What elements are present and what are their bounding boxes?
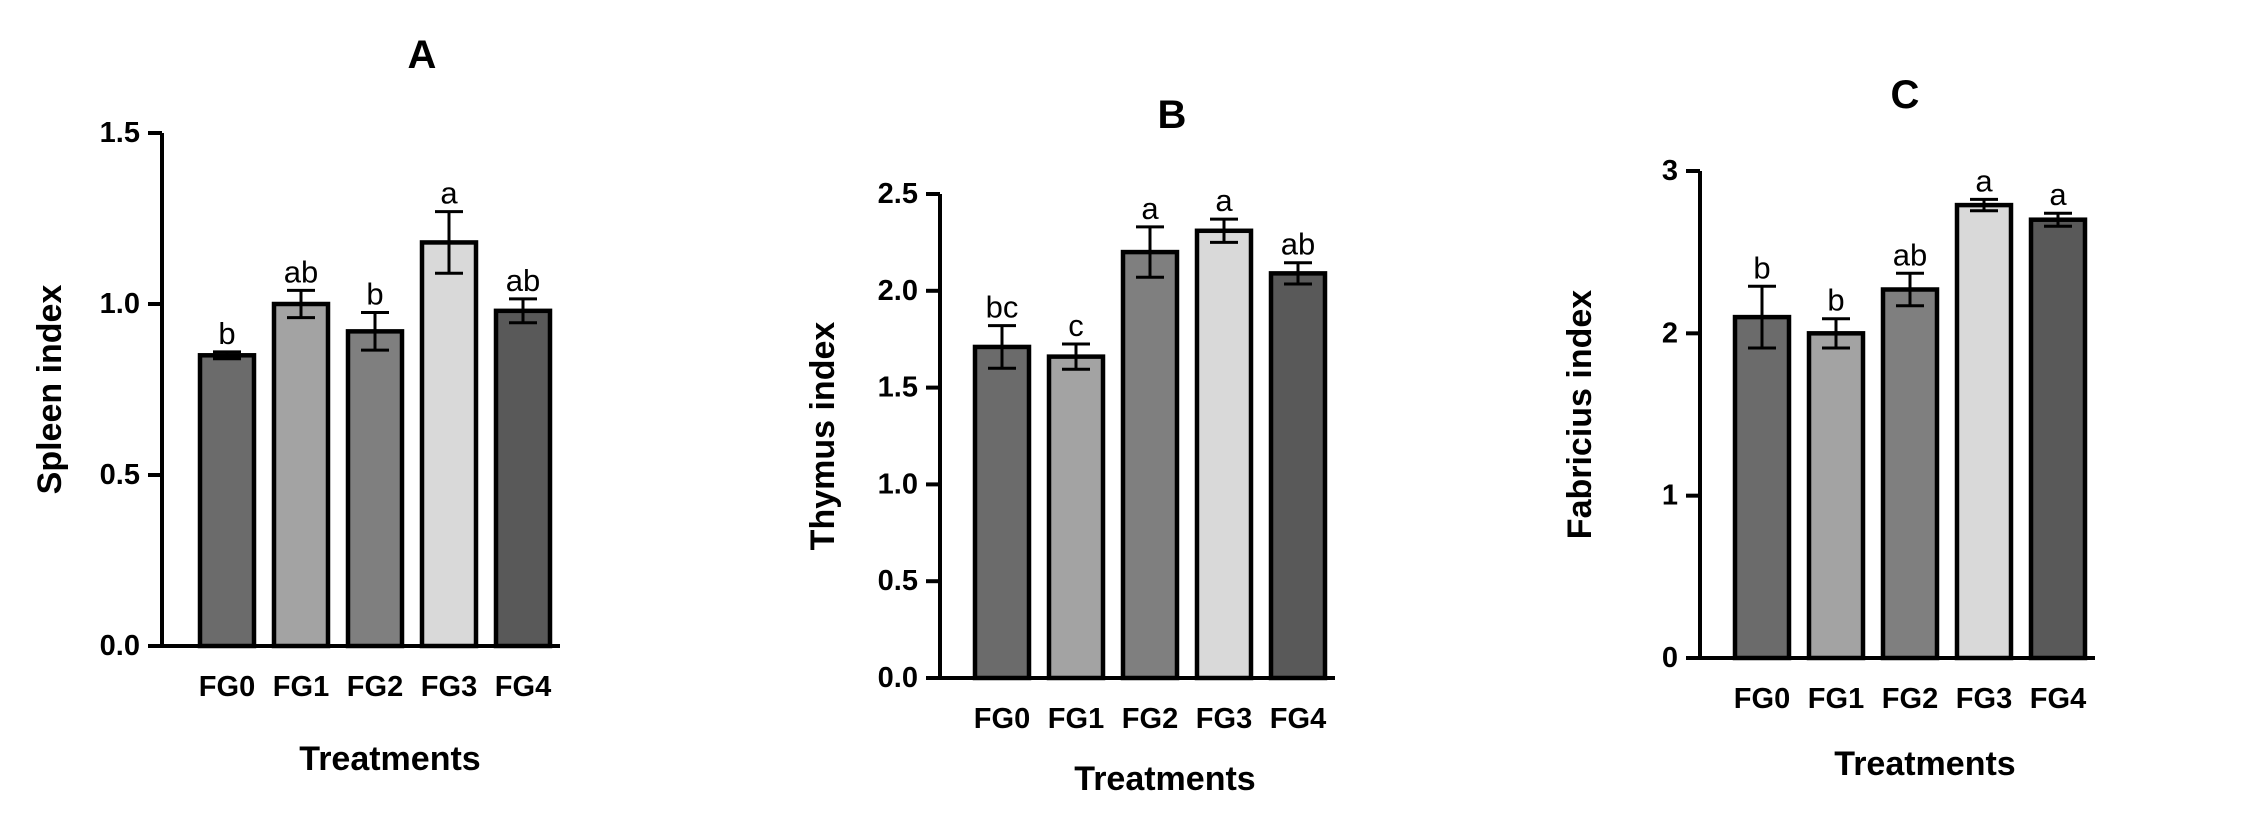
significance-label: c [1068, 308, 1084, 343]
significance-label: b [218, 316, 235, 351]
y-tick-label: 2.5 [878, 178, 918, 210]
chart-title: B [1158, 93, 1187, 137]
bar [271, 301, 331, 649]
significance-label: a [440, 176, 458, 211]
panel-a: A Treatments Spleen index 0.0 0.5 1.0 1.5 b F… [31, 33, 560, 778]
significance-label: ab [1893, 237, 1927, 272]
significance-label: bc [986, 290, 1019, 325]
x-tick-label: FG0 [1734, 683, 1790, 715]
x-axis-title: Treatments [1834, 745, 2015, 783]
bar [2028, 217, 2088, 661]
significance-label: a [1975, 163, 1993, 198]
bar [1046, 354, 1106, 681]
bar [1268, 271, 1328, 681]
bar [1880, 287, 1940, 661]
bar [345, 329, 405, 649]
significance-label: ab [506, 263, 540, 298]
y-tick-label: 0.5 [100, 459, 140, 491]
x-axis-title: Treatments [1074, 760, 1255, 798]
y-tick-label: 1.5 [878, 372, 918, 404]
x-tick-label: FG4 [495, 671, 551, 703]
y-axis-title: Spleen index [31, 285, 69, 495]
chart-title: A [408, 33, 437, 77]
significance-label: ab [284, 254, 318, 289]
significance-label: a [2049, 177, 2067, 212]
x-tick-label: FG0 [199, 671, 255, 703]
y-axis-title: Thymus index [804, 322, 842, 551]
bar [1806, 331, 1866, 661]
panel-b: B Treatments Thymus index 0.0 0.5 1.0 1.5 2.… [804, 93, 1335, 798]
y-tick-label: 0.0 [878, 662, 918, 694]
x-tick-label: FG2 [1882, 683, 1938, 715]
panel-c: C Treatments Fabricius index 0 1 2 3 b FG0 b FG… [1561, 73, 2095, 783]
y-tick-label: 0.5 [878, 565, 918, 597]
y-axis-title: Fabricius index [1561, 290, 1599, 539]
y-tick-label: 2.0 [878, 275, 918, 307]
x-tick-label: FG3 [1956, 683, 2012, 715]
bar [419, 240, 479, 649]
y-tick-label: 3 [1662, 155, 1678, 187]
x-tick-label: FG0 [974, 703, 1030, 735]
significance-label: a [1141, 191, 1159, 226]
bar [1954, 202, 2014, 661]
bar [1732, 314, 1792, 661]
x-tick-label: FG4 [2030, 683, 2086, 715]
significance-label: a [1215, 183, 1233, 218]
significance-label: b [1827, 283, 1844, 318]
y-tick-label: 1.0 [100, 288, 140, 320]
y-tick-label: 1.0 [878, 468, 918, 500]
y-tick-label: 1.5 [100, 117, 140, 149]
bar [493, 308, 553, 649]
chart-title: C [1891, 73, 1920, 117]
x-tick-label: FG4 [1270, 703, 1326, 735]
bar [972, 344, 1032, 681]
x-tick-label: FG2 [1122, 703, 1178, 735]
y-tick-label: 0.0 [100, 630, 140, 662]
bar [1194, 228, 1254, 681]
significance-label: b [1753, 250, 1770, 285]
x-tick-label: FG1 [1808, 683, 1864, 715]
x-tick-label: FG1 [273, 671, 329, 703]
bar [197, 353, 257, 649]
y-tick-label: 0 [1662, 642, 1678, 674]
x-tick-label: FG2 [347, 671, 403, 703]
bar [1120, 249, 1180, 681]
significance-label: ab [1281, 227, 1315, 262]
x-axis-title: Treatments [299, 740, 480, 778]
y-tick-label: 1 [1662, 480, 1678, 512]
x-tick-label: FG3 [421, 671, 477, 703]
y-tick-label: 2 [1662, 317, 1678, 349]
x-tick-label: FG1 [1048, 703, 1104, 735]
x-tick-label: FG3 [1196, 703, 1252, 735]
significance-label: b [366, 277, 383, 312]
